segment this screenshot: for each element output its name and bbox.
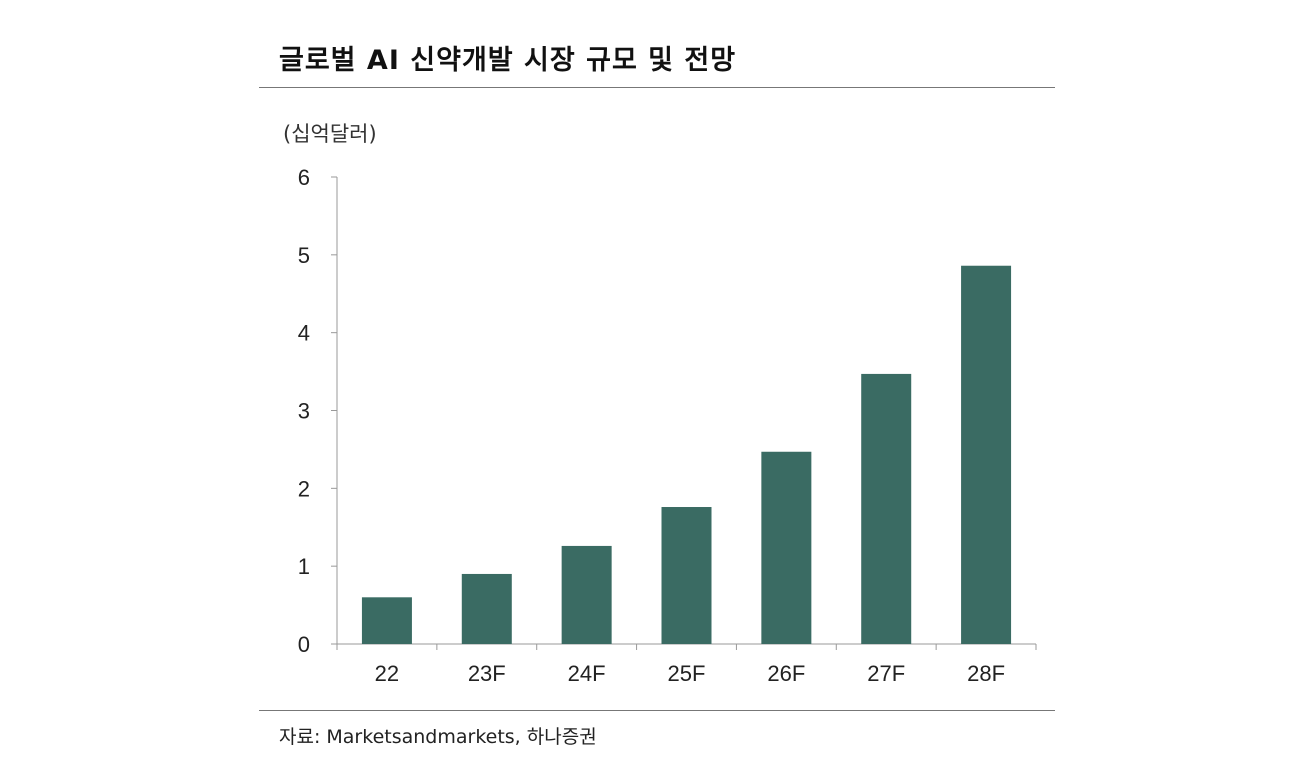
title-divider: [259, 87, 1055, 88]
x-tick-label: 25F: [668, 661, 706, 686]
y-tick-label: 3: [298, 399, 310, 424]
bar-28F: [961, 265, 1012, 644]
bar-24F: [561, 545, 612, 644]
x-tick-label: 28F: [967, 661, 1005, 686]
y-tick-label: 6: [298, 165, 310, 190]
y-tick-label: 5: [298, 243, 310, 268]
x-tick-label: 22: [375, 661, 399, 686]
y-tick-label: 0: [298, 632, 310, 657]
x-tick-label: 27F: [867, 661, 905, 686]
x-tick-label: 24F: [568, 661, 606, 686]
bar-26F: [761, 451, 812, 644]
x-tick-label: 26F: [767, 661, 805, 686]
y-tick-label: 4: [298, 321, 310, 346]
chart-title: 글로벌 AI 신약개발 시장 규모 및 전망: [279, 45, 737, 76]
x-tick-label: 23F: [468, 661, 506, 686]
bar-22: [361, 597, 412, 644]
y-tick-label: 1: [298, 554, 310, 579]
unit-label: (십억달러): [283, 122, 377, 146]
source-note: 자료: Marketsandmarkets, 하나증권: [279, 726, 597, 748]
bar-25F: [661, 507, 712, 644]
bar-27F: [861, 373, 912, 644]
bar-23F: [461, 573, 512, 644]
source-divider: [259, 710, 1055, 711]
y-tick-label: 2: [298, 476, 310, 501]
